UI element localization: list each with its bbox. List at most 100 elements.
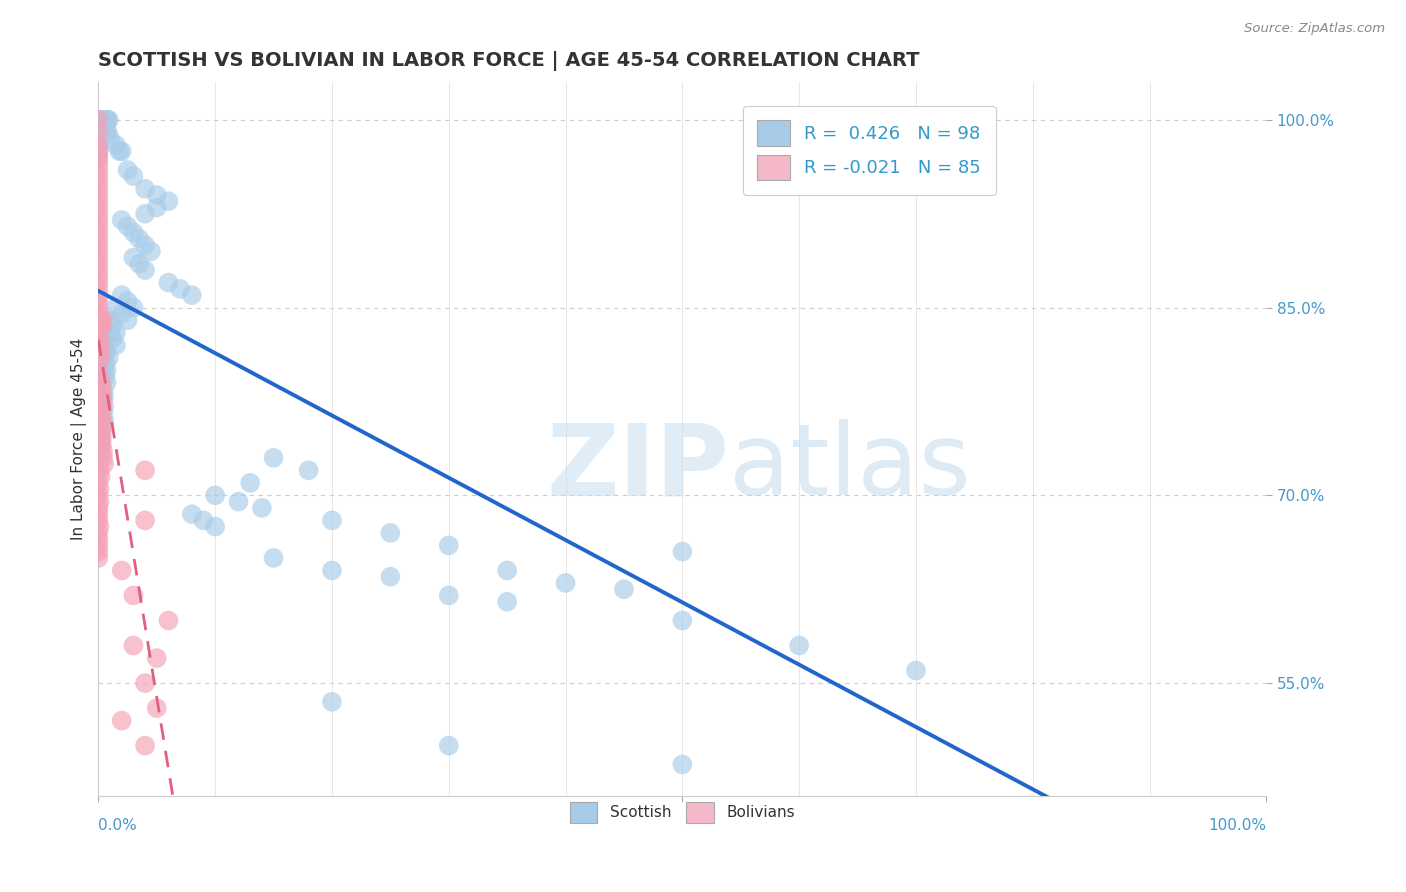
Point (93, 413, 115, 427)
Point (87, 550, 110, 565)
Point (90, 319, 112, 334)
Point (111, 288, 134, 302)
Point (87, 150, 110, 164)
Point (87, 276, 110, 290)
Point (87, 313, 110, 327)
Point (239, 475, 262, 490)
Point (134, 676, 156, 690)
Text: Source: ZipAtlas.com: Source: ZipAtlas.com (1244, 22, 1385, 36)
Point (297, 463, 319, 477)
Point (98, 131, 121, 145)
Point (87, 163, 110, 178)
Point (496, 595, 519, 609)
Point (437, 538, 460, 552)
Point (87, 194, 110, 209)
Point (145, 651, 167, 665)
Point (145, 701, 167, 715)
Point (117, 294, 139, 309)
Point (671, 544, 693, 558)
Point (90, 401, 112, 415)
Point (134, 238, 156, 252)
Point (87, 244, 110, 259)
Point (87, 525, 110, 540)
Point (93, 457, 115, 471)
Point (87, 213, 110, 227)
Point (89, 344, 111, 359)
Point (97, 112, 120, 127)
Point (87, 500, 110, 515)
Point (437, 739, 460, 753)
Point (90, 338, 112, 352)
Point (157, 194, 180, 209)
Point (90, 376, 112, 390)
Point (145, 188, 167, 202)
Point (87, 475, 110, 490)
Point (111, 144, 134, 158)
Point (263, 450, 285, 465)
Point (122, 226, 145, 240)
Point (93, 112, 115, 127)
Point (101, 319, 124, 334)
Point (169, 282, 191, 296)
Point (134, 463, 156, 477)
Point (87, 226, 110, 240)
Point (89, 332, 111, 346)
Point (87, 301, 110, 315)
Point (87, 169, 110, 184)
Point (87, 251, 110, 265)
Text: 100.0%: 100.0% (1208, 818, 1267, 833)
Point (263, 550, 285, 565)
Point (321, 513, 343, 527)
Point (87, 232, 110, 246)
Point (87, 137, 110, 152)
Point (122, 169, 145, 184)
Point (380, 570, 402, 584)
Point (91, 419, 114, 434)
Point (180, 288, 202, 302)
Point (89, 463, 111, 477)
Point (134, 263, 156, 277)
Point (122, 301, 145, 315)
Point (93, 351, 115, 365)
Point (90, 425, 112, 440)
Point (104, 137, 127, 152)
Point (87, 544, 110, 558)
Point (87, 201, 110, 215)
Point (97, 125, 120, 139)
Point (93, 401, 115, 415)
Point (87, 263, 110, 277)
Point (87, 488, 110, 502)
Point (122, 251, 145, 265)
Point (104, 338, 127, 352)
Point (87, 288, 110, 302)
Point (437, 589, 460, 603)
Point (87, 188, 110, 202)
Point (87, 282, 110, 296)
Point (89, 319, 111, 334)
Point (96, 344, 118, 359)
Point (180, 507, 202, 521)
Point (91, 382, 114, 396)
Point (90, 313, 112, 327)
Point (104, 326, 127, 340)
Point (117, 313, 139, 327)
Point (87, 137, 110, 152)
Point (90, 438, 112, 452)
Point (671, 757, 693, 772)
Point (111, 564, 134, 578)
Point (108, 144, 131, 158)
Point (91, 394, 114, 409)
Point (87, 507, 110, 521)
Point (89, 401, 111, 415)
Point (90, 382, 112, 396)
Point (97, 112, 120, 127)
Point (87, 513, 110, 527)
Point (87, 112, 110, 127)
Point (94, 369, 117, 384)
Point (111, 213, 134, 227)
Point (87, 538, 110, 552)
Point (128, 257, 150, 271)
Point (90, 407, 112, 421)
Point (93, 338, 115, 352)
Point (93, 112, 115, 127)
